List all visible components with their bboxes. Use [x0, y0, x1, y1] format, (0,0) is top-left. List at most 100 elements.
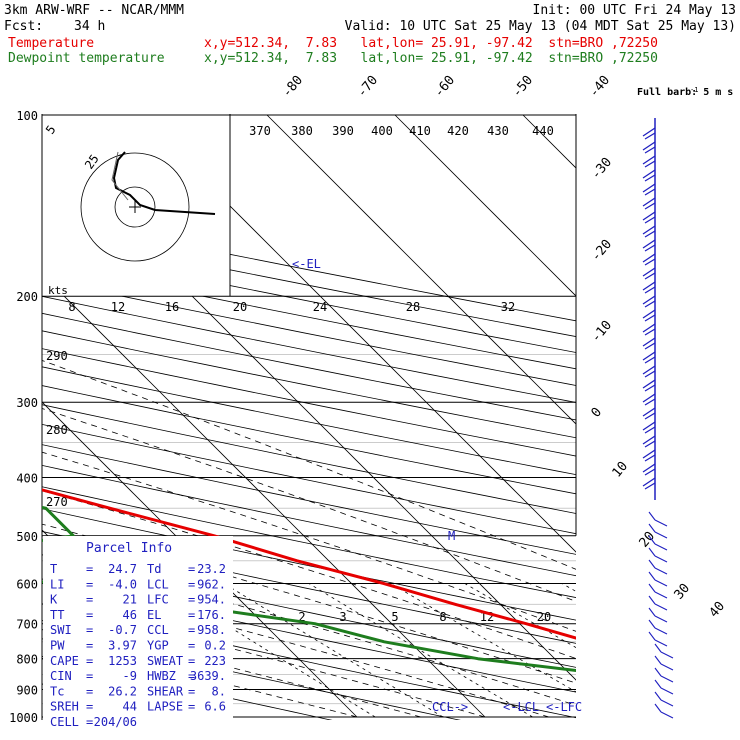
parcel-eq: =	[86, 623, 93, 637]
init-time: Init: 00 UTC Fri 24 May 13	[532, 3, 737, 18]
wind-barb	[648, 595, 668, 611]
dry-adiabat-line	[42, 348, 576, 457]
pressure-label: 800	[16, 653, 38, 667]
parcel-key: SHEAR	[147, 684, 184, 698]
dry-adiabat-line	[42, 279, 576, 386]
hodo-speed-label: 25	[82, 152, 102, 172]
wind-barb	[654, 703, 674, 719]
isotherm-label: -70	[355, 73, 382, 101]
parcel-eq: =	[188, 623, 195, 637]
parcel-value: 21	[123, 593, 137, 607]
parcel-value: 26.2	[108, 684, 137, 698]
wind-barb	[648, 511, 668, 527]
el-annotation: <-EL	[292, 257, 321, 271]
isotherm-label: 30	[672, 581, 694, 603]
mixing-label-200: 32	[501, 300, 515, 314]
forecast-label: Fcst:	[4, 19, 44, 34]
parcel-key: Td	[147, 562, 161, 576]
parcel-value: 223	[204, 654, 226, 668]
isotherm-label: -40	[587, 73, 614, 101]
parcel-eq: =	[188, 669, 195, 683]
wind-barb	[642, 379, 656, 392]
isotherm-label: 0	[589, 405, 606, 421]
theta-label: 390	[332, 124, 354, 138]
mixing-ratio-label: 2	[298, 610, 305, 624]
lcl-annotation: <-LCL	[503, 700, 539, 714]
parcel-eq: =	[86, 577, 93, 591]
parcel-value: 204/06	[94, 715, 137, 729]
pressure-label: 1000	[9, 711, 38, 725]
parcel-key: PW	[50, 639, 65, 653]
parcel-info-title: Parcel Info	[86, 541, 172, 556]
theta-label: 400	[371, 124, 393, 138]
isotherm-label: -20	[589, 237, 616, 265]
wind-barb	[642, 155, 656, 168]
wind-barb	[648, 547, 668, 563]
dewpoint-station-info: x,y=512.34, 7.83 lat,lon= 25.91, -97.42 …	[204, 51, 658, 66]
parcel-value: 3639.	[190, 669, 226, 683]
parcel-value: 962.	[197, 577, 226, 591]
isotherm-label: -30	[589, 155, 616, 183]
isotherm-line	[266, 114, 576, 425]
parcel-eq: =	[188, 639, 195, 653]
parcel-value: -0.7	[108, 623, 137, 637]
lfc-annotation: <-LFC	[546, 700, 582, 714]
mixing-label-200: 8	[68, 300, 75, 314]
parcel-value: 24.7	[108, 562, 137, 576]
theta-label: 420	[447, 124, 469, 138]
theta-side-label: 270	[46, 495, 68, 509]
wind-barb	[654, 667, 674, 683]
parcel-eq: =	[86, 700, 93, 714]
parcel-info-panel	[43, 536, 233, 720]
isotherm-label: -50	[510, 73, 537, 101]
moist-adiabat-line	[42, 577, 550, 718]
wind-barb	[648, 523, 668, 539]
parcel-value: 6.6	[204, 700, 226, 714]
parcel-value: 8.	[212, 684, 226, 698]
dry-adiabat-line	[42, 330, 576, 439]
wind-barb	[642, 211, 656, 224]
parcel-key: SWEAT	[147, 654, 183, 668]
wind-barb	[642, 253, 656, 266]
dry-adiabat-line	[42, 312, 576, 421]
parcel-key: T	[50, 562, 57, 576]
wind-barb	[642, 351, 656, 364]
moist-adiabat-line	[42, 359, 576, 570]
m-annotation: M	[448, 529, 455, 543]
wind-barb	[648, 607, 668, 623]
dewpoint-legend: Dewpoint temperature	[8, 51, 165, 66]
barb-legend: Full barb: 5 m s	[637, 87, 733, 98]
wind-barb	[654, 679, 674, 695]
parcel-key: TT	[50, 608, 64, 622]
parcel-value: 44	[123, 700, 137, 714]
isotherm-line	[651, 115, 740, 717]
wind-barb	[642, 393, 656, 406]
model-title: 3km ARW-WRF -- NCAR/MMM	[4, 3, 185, 18]
parcel-key: SWI	[50, 623, 72, 637]
hodograph-ring	[114, 186, 156, 228]
parcel-eq: =	[188, 608, 195, 622]
wind-barb	[642, 435, 656, 448]
mixing-label-200: 28	[406, 300, 420, 314]
isotherm-label: -10	[589, 318, 616, 346]
dry-adiabat-line	[42, 464, 576, 577]
wind-barb	[648, 631, 668, 647]
hodograph-trace-secondary	[111, 151, 129, 201]
wind-barb	[648, 619, 668, 635]
parcel-key: Tc	[50, 684, 64, 698]
parcel-key: CAPE	[50, 654, 79, 668]
mixing-label-200: 20	[233, 300, 247, 314]
parcel-eq: =	[86, 593, 93, 607]
parcel-key: HWBZ	[147, 669, 176, 683]
forecast-hours: 34 h	[74, 19, 106, 34]
ccl-annotation: CCL->	[432, 700, 468, 714]
moist-adiabat-line	[42, 620, 422, 718]
wind-barb	[642, 365, 656, 378]
pressure-label: 400	[16, 471, 38, 485]
wind-barb	[642, 421, 656, 434]
parcel-value: 176.	[197, 608, 226, 622]
parcel-value: 954.	[197, 593, 226, 607]
parcel-value: 1253	[108, 654, 137, 668]
wind-barb	[642, 267, 656, 280]
